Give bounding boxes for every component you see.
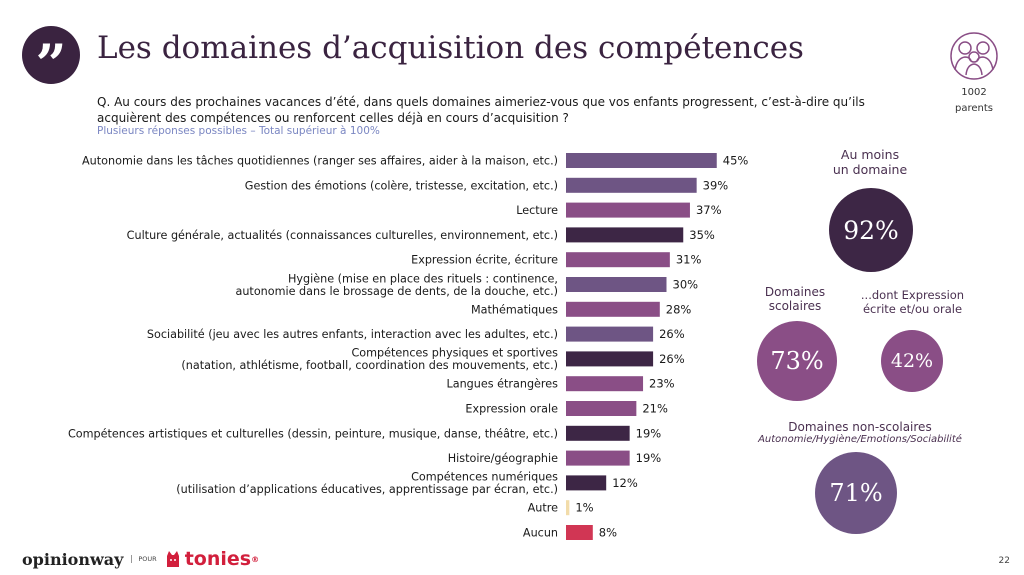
bar bbox=[566, 525, 593, 540]
bar-value-label: 21% bbox=[642, 402, 668, 416]
bar-value-label: 26% bbox=[659, 352, 685, 366]
tonies-logo: tonies ® bbox=[165, 548, 259, 570]
category-label: Langues étrangères bbox=[446, 378, 558, 391]
bar-value-label: 28% bbox=[666, 302, 692, 316]
bar bbox=[566, 450, 630, 466]
circle-non-scolaires: 71% bbox=[815, 452, 897, 534]
question-text: Q. Au cours des prochaines vacances d’ét… bbox=[97, 95, 865, 125]
tonies-face-icon bbox=[166, 551, 179, 567]
category-label: Gestion des émotions (colère, tristesse,… bbox=[245, 179, 558, 192]
circle-scolaires: 73% bbox=[757, 321, 837, 401]
category-label: Histoire/géographie bbox=[448, 452, 558, 465]
sample-unit: parents bbox=[955, 102, 993, 114]
category-label: Autonomie dans les tâches quotidiennes (… bbox=[82, 155, 558, 168]
bar bbox=[566, 277, 667, 292]
category-label: Hygiène (mise en place des rituels : con… bbox=[235, 272, 558, 298]
page-title: Les domaines d’acquisition des compétenc… bbox=[97, 30, 804, 66]
question-note: Plusieurs réponses possibles – Total sup… bbox=[97, 125, 380, 137]
opinionway-logo: opinionway bbox=[22, 549, 124, 569]
category-label: Autre bbox=[528, 502, 558, 515]
bar-value-label: 37% bbox=[696, 203, 722, 217]
circle-total: 92% bbox=[829, 188, 913, 272]
category-label: Aucun bbox=[523, 527, 558, 540]
category-label: Compétences artistiques et culturelles (… bbox=[68, 427, 558, 440]
sample-size: 1002 bbox=[961, 87, 987, 98]
bar-value-label: 1% bbox=[575, 501, 593, 515]
bar-value-label: 39% bbox=[703, 178, 729, 192]
bar bbox=[566, 326, 654, 342]
category-label: Expression écrite, écriture bbox=[411, 254, 558, 267]
bar-value-label: 19% bbox=[636, 451, 662, 465]
bar bbox=[566, 351, 654, 367]
family-icon bbox=[950, 32, 998, 80]
category-label: Expression orale bbox=[465, 403, 558, 416]
category-label: Culture générale, actualités (connaissan… bbox=[127, 229, 558, 242]
footer-logos: opinionway POUR tonies ® bbox=[22, 548, 259, 570]
circle-expression: 42% bbox=[881, 330, 943, 392]
caption-expression: ...dont Expression écrite et/ou orale bbox=[860, 288, 965, 316]
bar bbox=[566, 177, 697, 193]
category-label: Sociabilité (jeu avec les autres enfants… bbox=[147, 328, 558, 341]
bar-value-label: 8% bbox=[599, 526, 617, 540]
category-label: Mathématiques bbox=[471, 303, 558, 316]
bar-value-label: 45% bbox=[723, 154, 749, 168]
category-label: Lecture bbox=[516, 204, 558, 217]
bar bbox=[566, 401, 637, 416]
bar bbox=[566, 301, 660, 317]
caption-total: Au moins un domaine bbox=[832, 147, 908, 177]
pour-label: POUR bbox=[131, 555, 157, 563]
category-label: Compétences numériques (utilisation d’app… bbox=[176, 471, 558, 497]
bar bbox=[566, 202, 690, 218]
caption-scolaires: Domaines scolaires bbox=[764, 285, 826, 314]
bar-value-label: 23% bbox=[649, 377, 675, 391]
bar-value-label: 19% bbox=[636, 426, 662, 440]
sample-size-block: 1002 parents bbox=[941, 32, 1007, 115]
bar-value-label: 31% bbox=[676, 253, 702, 267]
quote-icon: ” bbox=[22, 26, 80, 91]
category-label: Compétences physiques et sportives (natat… bbox=[181, 347, 558, 373]
bar bbox=[566, 227, 684, 243]
bar-value-label: 35% bbox=[689, 228, 715, 242]
bar bbox=[566, 153, 717, 168]
bar bbox=[566, 376, 644, 392]
page-number: 22 bbox=[998, 556, 1010, 566]
bar bbox=[566, 425, 630, 441]
bar bbox=[566, 475, 607, 491]
bar bbox=[566, 252, 670, 268]
caption-non-scolaires: Domaines non-scolaires Autonomie/Hygiène… bbox=[758, 420, 962, 446]
bar bbox=[566, 500, 570, 516]
bar-value-label: 12% bbox=[612, 476, 638, 490]
bar-value-label: 30% bbox=[673, 278, 699, 292]
bar-value-label: 26% bbox=[659, 327, 685, 341]
bar-chart: 45% Autonomie dans les tâches quotidienne… bbox=[68, 153, 749, 540]
